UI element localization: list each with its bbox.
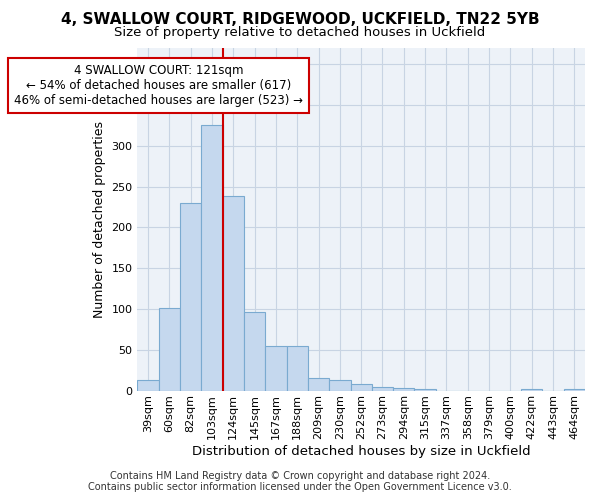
Bar bbox=[393, 388, 415, 391]
Bar bbox=[521, 388, 542, 391]
Text: 4, SWALLOW COURT, RIDGEWOOD, UCKFIELD, TN22 5YB: 4, SWALLOW COURT, RIDGEWOOD, UCKFIELD, T… bbox=[61, 12, 539, 28]
Text: Contains HM Land Registry data © Crown copyright and database right 2024.
Contai: Contains HM Land Registry data © Crown c… bbox=[88, 471, 512, 492]
Bar bbox=[202, 125, 223, 391]
Bar bbox=[158, 308, 180, 391]
Bar bbox=[415, 388, 436, 391]
Y-axis label: Number of detached properties: Number of detached properties bbox=[93, 121, 106, 318]
Bar bbox=[308, 378, 329, 391]
Text: Size of property relative to detached houses in Uckfield: Size of property relative to detached ho… bbox=[115, 26, 485, 39]
Bar bbox=[137, 380, 158, 391]
Bar bbox=[244, 312, 265, 391]
Bar bbox=[563, 388, 585, 391]
Bar bbox=[350, 384, 372, 391]
Bar bbox=[372, 387, 393, 391]
Bar bbox=[223, 196, 244, 391]
Bar bbox=[265, 346, 287, 391]
X-axis label: Distribution of detached houses by size in Uckfield: Distribution of detached houses by size … bbox=[192, 444, 530, 458]
Bar bbox=[329, 380, 350, 391]
Text: 4 SWALLOW COURT: 121sqm
← 54% of detached houses are smaller (617)
46% of semi-d: 4 SWALLOW COURT: 121sqm ← 54% of detache… bbox=[14, 64, 303, 107]
Bar bbox=[287, 346, 308, 391]
Bar bbox=[180, 203, 202, 391]
